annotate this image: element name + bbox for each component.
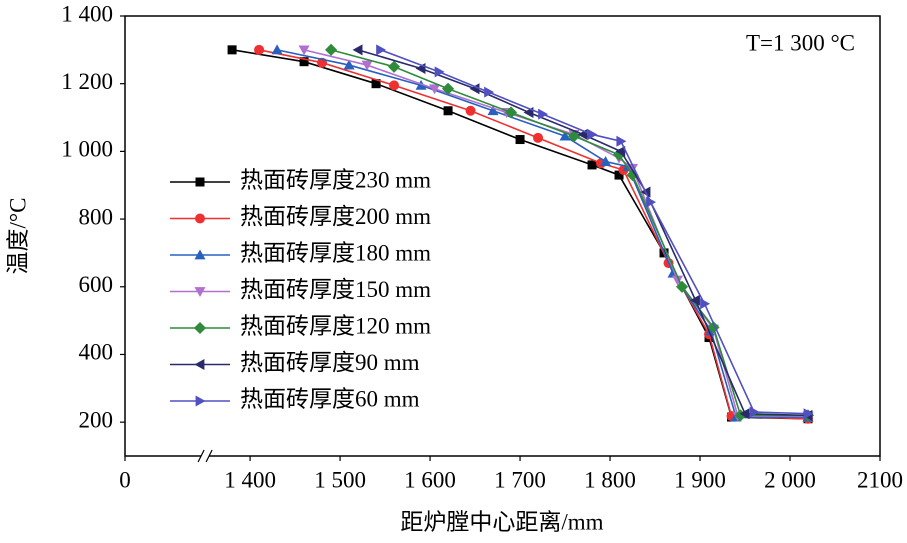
annotation: T=1 300 °C <box>746 30 855 55</box>
marker <box>600 156 612 166</box>
legend-label: 热面砖厚度60 mm <box>240 386 420 411</box>
marker <box>700 298 711 310</box>
marker <box>672 275 684 286</box>
marker <box>614 170 624 180</box>
marker <box>376 44 387 56</box>
series-line <box>357 49 809 417</box>
x-tick-label: 1 700 <box>494 467 546 492</box>
x-tick-label: 1 800 <box>584 467 636 492</box>
x-tick-label: 1 900 <box>674 467 726 492</box>
marker <box>227 45 237 55</box>
legend-label: 热面砖厚度180 mm <box>240 240 431 265</box>
marker <box>271 44 283 55</box>
y-tick-label: 400 <box>79 340 114 365</box>
legend-label: 热面砖厚度200 mm <box>240 204 431 229</box>
legend: 热面砖厚度230 mm 热面砖厚度200 mm 热面砖厚度180 mm 热面砖厚度15… <box>170 167 431 411</box>
plot-frame <box>124 15 881 457</box>
marker <box>443 106 453 116</box>
marker <box>442 82 455 95</box>
marker <box>352 44 363 56</box>
marker <box>487 105 499 116</box>
marker <box>434 66 445 78</box>
marker <box>299 57 309 67</box>
y-tick-label: 800 <box>79 204 114 229</box>
x-tick-label: 1 400 <box>224 467 276 492</box>
marker <box>533 132 544 143</box>
marker <box>388 60 401 73</box>
marker <box>559 130 571 141</box>
marker <box>567 130 581 143</box>
marker <box>646 196 657 208</box>
y-axis-label: 温度/°C <box>5 198 30 275</box>
marker <box>616 135 627 147</box>
x-tick-label: 2 000 <box>764 467 816 492</box>
marker <box>389 80 400 91</box>
marker <box>194 359 205 370</box>
x-tick-label: 2100 <box>857 467 903 492</box>
marker <box>194 249 206 260</box>
marker <box>254 44 265 55</box>
marker <box>193 321 207 335</box>
marker <box>465 105 476 116</box>
axis-break <box>197 449 205 463</box>
axis-break <box>205 449 213 463</box>
legend-label: 热面砖厚度230 mm <box>240 167 431 192</box>
marker <box>484 86 495 98</box>
marker <box>587 128 598 140</box>
y-tick-label: 200 <box>79 407 114 432</box>
y-tick-label: 1 400 <box>61 1 113 26</box>
marker <box>690 294 700 306</box>
x-axis-label: 距炉膛中心距离/mm <box>400 509 603 534</box>
marker <box>587 160 597 170</box>
marker <box>298 45 310 56</box>
axis-break-gap <box>201 450 210 462</box>
marker <box>504 106 518 119</box>
y-tick-label: 1 200 <box>61 69 113 94</box>
marker <box>195 213 205 224</box>
legend-label: 热面砖厚度150 mm <box>240 277 431 302</box>
marker <box>325 43 338 56</box>
legend-label: 热面砖厚度120 mm <box>240 313 431 338</box>
marker <box>429 84 441 95</box>
marker <box>195 177 205 187</box>
marker <box>803 408 814 420</box>
x-tick-label: 1 500 <box>314 467 366 492</box>
marker <box>469 83 480 95</box>
x-tick-label: 1 600 <box>404 467 456 492</box>
marker <box>739 408 750 420</box>
marker <box>361 60 373 71</box>
series-line <box>380 49 809 415</box>
marker <box>615 145 626 157</box>
legend-label: 热面砖厚度90 mm <box>240 350 420 375</box>
y-tick-label: 1 000 <box>61 137 113 162</box>
marker <box>343 59 355 70</box>
marker <box>371 79 381 89</box>
y-tick-label: 600 <box>79 272 114 297</box>
marker <box>515 135 525 145</box>
marker <box>195 395 206 407</box>
marker <box>749 406 760 418</box>
marker <box>675 280 689 293</box>
marker <box>538 108 549 120</box>
marker <box>194 287 206 297</box>
x-tick-label: 0 <box>119 467 131 492</box>
